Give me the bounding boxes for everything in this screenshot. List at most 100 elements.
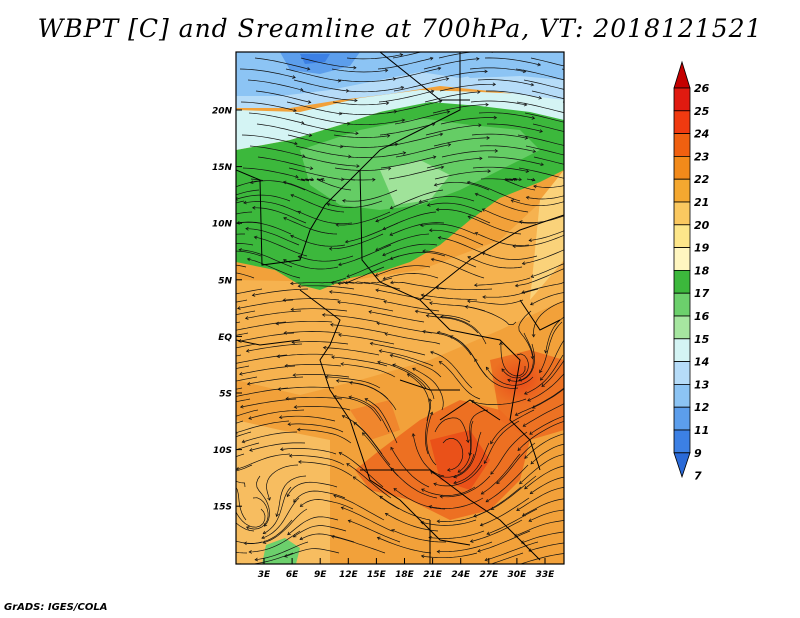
streamline	[248, 112, 304, 124]
streamline-arrow	[372, 177, 376, 182]
streamline	[421, 552, 478, 559]
streamline-arrow	[428, 505, 433, 509]
streamline-arrow	[337, 78, 342, 83]
streamline	[438, 52, 476, 59]
streamline-arrow	[516, 507, 520, 511]
streamline	[249, 530, 301, 553]
streamline-arrow	[406, 373, 411, 377]
streamline	[348, 396, 390, 433]
streamline-arrow	[538, 95, 543, 100]
colorbar-label: 19	[694, 242, 710, 255]
streamline-arrow	[321, 313, 326, 317]
streamline	[263, 486, 292, 534]
streamline	[347, 86, 404, 93]
streamline-arrow	[586, 167, 589, 170]
streamline	[528, 542, 564, 552]
streamline-arrow	[245, 526, 250, 530]
streamline	[302, 123, 359, 134]
streamline-arrow	[496, 480, 500, 485]
streamline	[247, 376, 304, 385]
streamline-arrow	[376, 536, 381, 541]
streamline	[300, 57, 357, 69]
streamline-arrow	[402, 151, 407, 155]
streamline	[521, 281, 564, 293]
wbpt-shading	[236, 52, 564, 564]
streamline-arrow	[239, 404, 244, 409]
streamline	[530, 57, 564, 67]
streamline	[338, 244, 392, 266]
streamline	[341, 507, 393, 532]
streamline-arrow	[527, 398, 531, 402]
streamline	[533, 301, 564, 337]
streamline-arrow	[294, 141, 298, 146]
streamline-arrow	[430, 350, 434, 355]
streamline	[436, 209, 491, 224]
streamline	[457, 420, 474, 473]
streamline	[333, 396, 382, 422]
streamline	[421, 486, 476, 496]
streamline-arrow	[447, 143, 452, 147]
streamline-arrow	[467, 256, 471, 260]
lat-label: 5N	[218, 276, 232, 286]
streamline	[491, 475, 537, 510]
streamline	[526, 195, 564, 200]
streamline-arrow	[374, 273, 379, 277]
streamline-arrow	[385, 101, 390, 106]
streamline-arrow	[246, 257, 251, 262]
streamline-arrow	[292, 534, 297, 538]
streamline	[240, 101, 297, 112]
streamline	[425, 398, 432, 455]
streamline-arrow	[529, 431, 533, 435]
streamline	[236, 442, 260, 451]
streamline	[442, 438, 464, 471]
streamline-arrow	[428, 535, 432, 540]
colorbar-swatch	[673, 429, 691, 454]
streamline	[490, 431, 528, 475]
streamline	[276, 475, 307, 517]
streamline	[430, 351, 473, 389]
streamline	[236, 365, 250, 369]
streamline	[434, 181, 490, 191]
streamline	[384, 333, 441, 345]
streamline-arrow	[284, 363, 288, 368]
streamline-arrow	[299, 87, 304, 92]
streamline-arrow	[433, 182, 438, 187]
streamline-arrow	[290, 307, 294, 312]
streamline	[570, 80, 626, 86]
streamline	[529, 230, 564, 241]
streamline-arrow	[517, 447, 521, 451]
streamline	[407, 373, 430, 422]
streamline-arrow	[356, 164, 360, 168]
streamline	[291, 308, 348, 312]
streamline-arrow	[293, 499, 297, 503]
streamline-arrow	[568, 79, 571, 82]
streamline-arrow	[232, 362, 235, 365]
streamline-arrow	[583, 69, 586, 72]
streamline	[524, 112, 564, 123]
streamline-arrow	[245, 349, 250, 353]
streamline-arrow	[391, 529, 395, 533]
streamline	[338, 334, 395, 345]
streamline-arrow	[418, 199, 423, 204]
streamline	[479, 145, 536, 153]
streamline-arrow	[340, 362, 344, 366]
streamline	[240, 398, 297, 408]
colorbar-label: 26	[694, 82, 710, 95]
streamline	[368, 311, 425, 323]
streamline	[541, 359, 564, 387]
streamline-arrow	[466, 439, 470, 444]
streamline	[478, 112, 535, 119]
streamline	[467, 216, 522, 235]
streamline	[342, 189, 398, 202]
streamline-arrow	[208, 531, 211, 534]
streamline-arrow	[200, 319, 203, 322]
streamline	[467, 299, 524, 305]
streamline	[530, 292, 564, 306]
streamline-arrow	[539, 377, 544, 381]
colorbar-swatch	[673, 155, 691, 180]
streamline	[330, 324, 387, 334]
streamline	[340, 363, 396, 378]
streamline	[440, 117, 497, 125]
streamline-arrow	[485, 499, 490, 503]
streamline	[483, 420, 520, 464]
